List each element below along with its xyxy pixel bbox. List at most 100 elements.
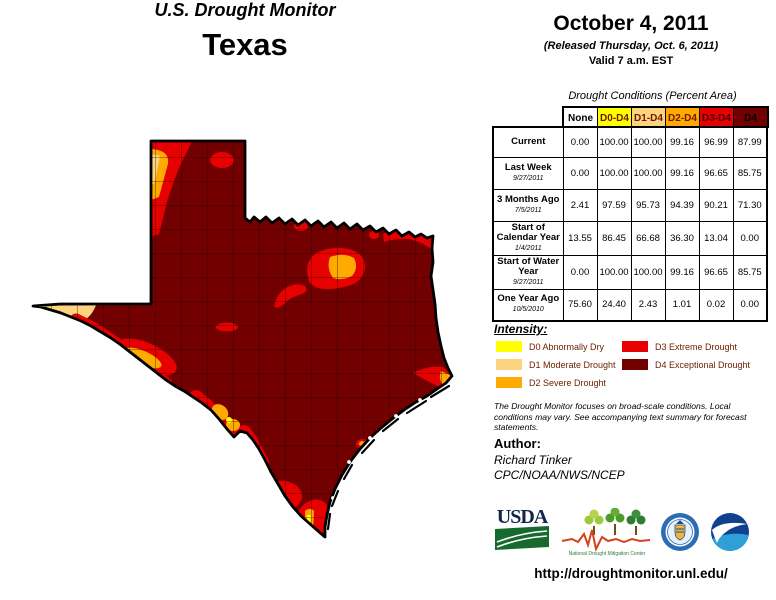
cell-value: 13.55 [562, 220, 598, 256]
valid-time: Valid 7 a.m. EST [588, 55, 674, 67]
noaa-gull [712, 522, 747, 543]
legend-label: D3 Extreme Drought [655, 341, 738, 352]
col-header-none: None [564, 108, 597, 128]
legend-item-d1: D1 Moderate Drought [496, 359, 616, 370]
cell-value: 0.00 [562, 254, 598, 290]
author-org: CPC/NOAA/NWS/NCEP [494, 468, 625, 482]
cell-value: 96.65 [698, 156, 734, 190]
usda-wordmark: USDA [497, 506, 549, 528]
title-block: U.S. Drought Monitor Texas [0, 0, 490, 63]
d4-swatch [622, 359, 648, 370]
legend-item-d2: D2 Severe Drought [496, 377, 606, 388]
col-header-d3-d4: D3-D4 [699, 108, 733, 128]
row-date: 1/4/2011 [514, 244, 542, 252]
table-row: 3 Months Ago 7/5/2011 2.41 97.59 95.73 94… [492, 188, 768, 222]
cell-value: 0.00 [562, 156, 598, 190]
row-label: Start of Calendar Year [496, 221, 560, 243]
legend-label: D4 Exceptional Drought [655, 359, 751, 370]
cell-value: 100.00 [630, 156, 666, 190]
table-row: Start of Water Year 9/27/2011 0.00 100.00… [492, 254, 768, 290]
legend-item-d3: D3 Extreme Drought [622, 341, 737, 352]
col-header-d0-d4: D0-D4 [597, 108, 631, 128]
legend-title: Intensity: [494, 322, 548, 336]
table-row: Start of Calendar Year 1/4/2011 13.55 86.… [492, 220, 768, 256]
barrier-islands [326, 384, 451, 531]
table-row: Last Week 9/27/2011 0.00 100.00 100.00 99… [492, 156, 768, 190]
author-heading: Author: [494, 436, 541, 451]
d3-swatch [622, 341, 648, 352]
noaa-sea [712, 533, 748, 551]
row-date: 10/5/2010 [512, 306, 544, 314]
legend-item-d0: D0 Abnormally Dry [496, 341, 604, 352]
table-column-headers: None D0-D4 D1-D4 D2-D4 D3-D4 D4 [562, 106, 769, 128]
row-label: Last Week [504, 161, 552, 173]
cell-value: 36.30 [664, 220, 700, 256]
author-name: Richard Tinker [494, 453, 572, 467]
cell-value: 75.60 [562, 288, 598, 322]
state-outline [31, 139, 454, 539]
cell-value: 94.39 [664, 188, 700, 222]
row-label: One Year Ago [497, 293, 560, 305]
report-title: U.S. Drought Monitor [154, 0, 336, 20]
cell-value: 0.00 [732, 220, 768, 256]
row-date: 9/27/2011 [512, 174, 544, 182]
cell-value: 13.04 [698, 220, 734, 256]
website-url[interactable]: http://droughtmonitor.unl.edu/ [534, 566, 728, 581]
legend-label: D2 Severe Drought [529, 377, 607, 388]
d2-swatch [496, 377, 522, 388]
ndmc-trees [584, 508, 646, 535]
cell-value: 99.16 [664, 254, 700, 290]
legend-label: D0 Abnormally Dry [529, 341, 605, 352]
cell-value: 95.73 [630, 188, 666, 222]
noaa-logo [711, 513, 749, 551]
d1-swatch [496, 359, 522, 370]
region-title: Texas [202, 27, 288, 62]
commerce-eagle [676, 520, 684, 524]
cell-value: 86.45 [596, 220, 632, 256]
row-label: 3 Months Ago [497, 193, 560, 205]
cell-value: 0.02 [698, 288, 734, 322]
cell-value: 99.16 [664, 156, 700, 190]
cell-value: 0.00 [562, 126, 598, 158]
row-date: 9/27/2011 [512, 278, 544, 286]
ndmc-caption: National Drought Mitigation Center [569, 551, 646, 557]
usda-green-field [495, 526, 549, 550]
col-header-d2-d4: D2-D4 [665, 108, 699, 128]
ndmc-drought-line [561, 529, 651, 553]
col-header-d1-d4: D1-D4 [631, 108, 665, 128]
col-header-d4: D4 [733, 108, 767, 128]
cell-value: 100.00 [596, 156, 632, 190]
commerce-seal [661, 513, 699, 551]
cell-value: 66.68 [630, 220, 666, 256]
d0-swatch [496, 341, 522, 352]
map-date: October 4, 2011 [553, 12, 709, 35]
cell-value: 96.65 [698, 254, 734, 290]
row-date: 7/5/2011 [514, 206, 542, 214]
table-row: One Year Ago 10/5/2010 75.60 24.40 2.43 1… [492, 288, 768, 322]
row-label: Current [511, 136, 546, 148]
cell-value: 71.30 [732, 188, 768, 222]
ndmc-logo: National Drought Mitigation Center [561, 508, 651, 557]
cell-value: 100.00 [596, 126, 632, 158]
cell-value: 99.16 [664, 126, 700, 158]
cell-value: 90.21 [698, 188, 734, 222]
cell-value: 85.75 [732, 254, 768, 290]
cell-value: 2.41 [562, 188, 598, 222]
table-row: Current 0.00 100.00 100.00 99.16 96.99 8… [492, 126, 768, 158]
row-label: Start of Water Year [497, 255, 560, 277]
cell-value: 100.00 [630, 254, 666, 290]
cell-value: 0.00 [732, 288, 768, 322]
table-caption: Drought Conditions (Percent Area) [568, 90, 737, 102]
legend-item-d4: D4 Exceptional Drought [622, 359, 750, 370]
release-date: (Released Thursday, Oct. 6, 2011) [543, 40, 719, 52]
cell-value: 24.40 [596, 288, 632, 322]
usda-logo: USDA [495, 506, 550, 550]
cell-value: 100.00 [630, 126, 666, 158]
disclaimer-text: The Drought Monitor focuses on broad-sca… [494, 401, 747, 432]
cell-value: 96.99 [698, 126, 734, 158]
drought-conditions-table: Current 0.00 100.00 100.00 99.16 96.99 8… [492, 126, 768, 322]
cell-value: 97.59 [596, 188, 632, 222]
cell-value: 1.01 [664, 288, 700, 322]
date-block: October 4, 2011 (Released Thursday, Oct.… [492, 12, 770, 67]
